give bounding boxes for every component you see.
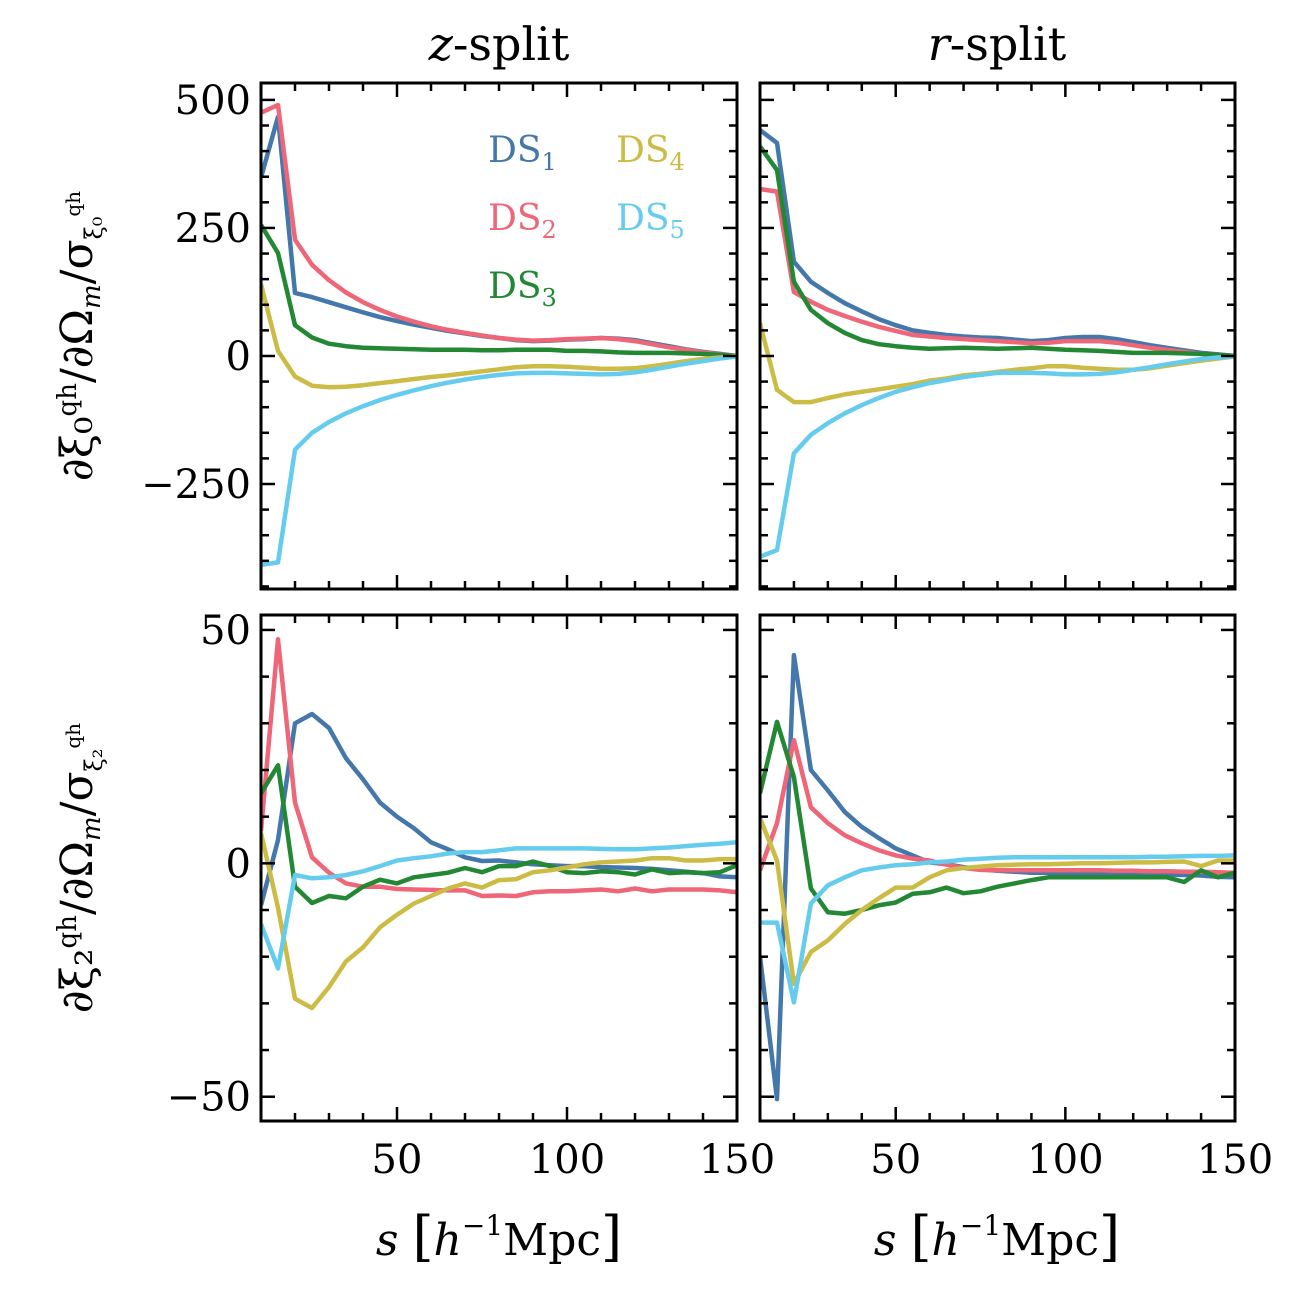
series-line-ds2 — [760, 737, 1235, 875]
series-line-ds4 — [261, 832, 737, 1011]
y-tick-label: 250 — [175, 206, 251, 252]
x-tick-label: 150 — [1197, 1137, 1273, 1183]
y-tick-label: 0 — [226, 334, 251, 380]
y-axis-label-monopole: ∂ξ₀qh/∂Ωm/σξ₀qh — [52, 191, 108, 481]
series-group — [261, 637, 737, 1011]
legend-entry-ds5: DS5 — [616, 198, 685, 244]
x-tick-label: 100 — [1027, 1137, 1103, 1183]
x-tick-label: 100 — [529, 1137, 605, 1183]
panel-frame — [259, 613, 739, 1123]
series-line-ds3 — [261, 223, 737, 359]
series-line-ds5 — [261, 840, 737, 971]
legend-entry-ds1: DS1 — [488, 130, 557, 176]
y-tick-label: 500 — [175, 78, 251, 124]
series-line-ds4 — [261, 283, 737, 390]
series-group — [261, 102, 737, 568]
panel-z-split-quadrupole: 50 0 −50 50 100 150 — [167, 608, 776, 1183]
column-title-z-split: z-split — [428, 17, 570, 71]
series-line-ds5 — [261, 354, 737, 568]
x-tick-label: 150 — [699, 1137, 775, 1183]
panel-frame — [259, 81, 739, 591]
x-tick-label: 50 — [372, 1137, 423, 1183]
x-axis-label-right: s [h−1Mpc] — [874, 1205, 1120, 1268]
series-line-ds2 — [760, 186, 1235, 359]
panel-r-split-quadrupole: 50 100 150 — [758, 613, 1273, 1183]
legend-entry-ds4: DS4 — [616, 130, 685, 176]
series-line-ds4 — [760, 817, 1235, 987]
panel-z-split-monopole: 500 250 0 −250 — [141, 78, 739, 591]
y-tick-label: 50 — [200, 608, 251, 654]
legend-entry-ds2: DS2 — [488, 198, 557, 244]
series-group — [760, 128, 1235, 559]
series-line-ds1 — [760, 128, 1235, 359]
y-tick-label: −250 — [141, 462, 251, 508]
panel-r-split-monopole — [758, 81, 1237, 591]
y-tick-label: −50 — [167, 1075, 251, 1121]
column-title-r-split: r-split — [928, 17, 1067, 71]
series-line-ds3 — [261, 763, 737, 906]
legend-entry-ds3: DS3 — [488, 266, 557, 312]
panel-frame — [758, 81, 1237, 591]
series-line-ds5 — [760, 354, 1235, 559]
x-axis-label-left: s [h−1Mpc] — [376, 1205, 622, 1268]
x-tick-label: 50 — [870, 1137, 921, 1183]
legend: DS1 DS2 DS3 DS4 DS5 — [488, 130, 685, 312]
series-line-ds3 — [760, 145, 1235, 359]
y-tick-label: 0 — [226, 841, 251, 887]
series-line-ds2 — [261, 102, 737, 359]
panel-frame — [758, 613, 1237, 1123]
series-line-ds3 — [760, 719, 1235, 916]
series-line-ds2 — [261, 637, 737, 899]
series-group — [760, 652, 1235, 1102]
y-axis-label-quadrupole: ∂ξ₂qh/∂Ωm/σξ₂qh — [52, 723, 108, 1013]
series-line-ds5 — [760, 853, 1235, 1005]
